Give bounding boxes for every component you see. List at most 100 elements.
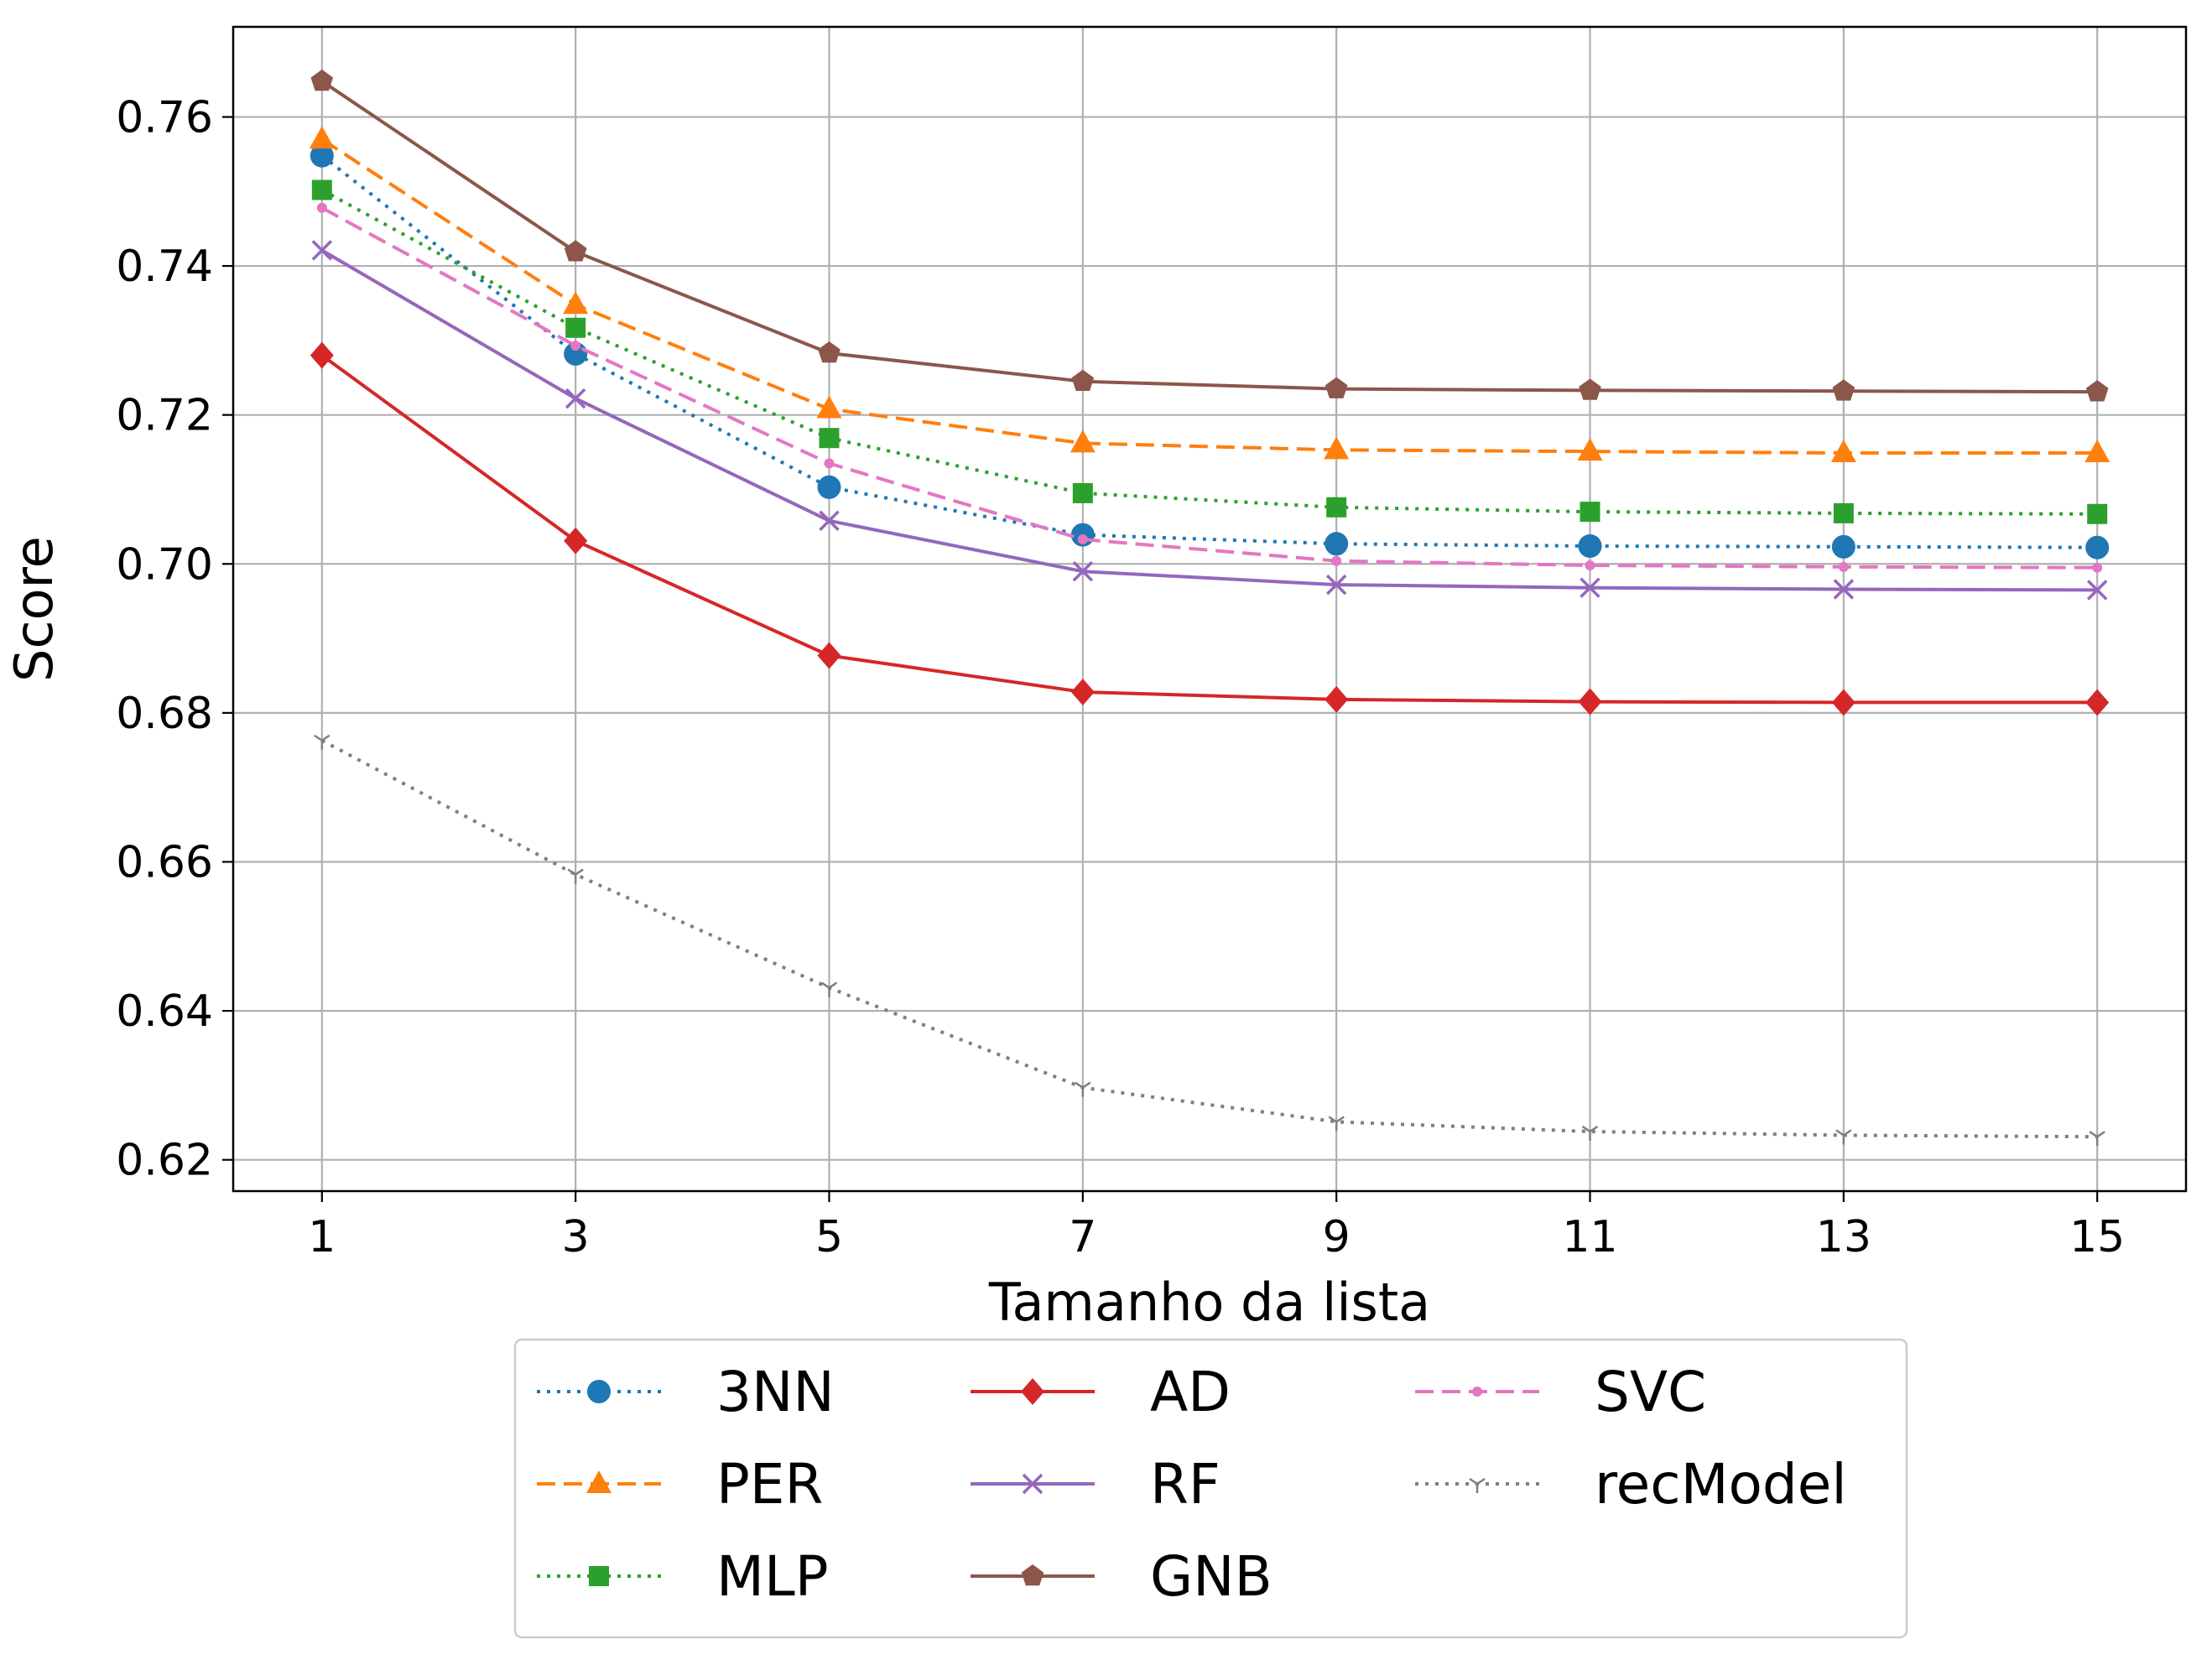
x-tick-label: 7 — [1069, 1212, 1096, 1262]
data-point-marker — [314, 734, 330, 750]
legend-label: RF — [1150, 1452, 1221, 1517]
y-tick-label: 0.76 — [116, 92, 213, 143]
series-line — [320, 80, 2098, 394]
legend-item-mlp: MLP — [537, 1544, 829, 1609]
data-point-marker — [1580, 502, 1600, 523]
legend-item-svc: SVC — [1415, 1360, 1706, 1424]
y-tick-label: 0.70 — [116, 539, 213, 590]
series-rf — [311, 240, 2108, 601]
data-point-marker — [819, 510, 840, 532]
series-line — [320, 738, 2098, 1139]
data-point-marker — [570, 341, 581, 351]
series-line — [320, 248, 2098, 592]
data-point-marker — [1830, 439, 1856, 462]
legend-label: MLP — [716, 1544, 829, 1609]
legend-item-3nn: 3NN — [537, 1360, 835, 1424]
data-point-marker — [567, 868, 584, 884]
data-point-marker — [309, 126, 335, 149]
legend-marker — [1021, 1378, 1044, 1405]
data-point-marker — [2086, 580, 2108, 601]
legend-label: recModel — [1595, 1452, 1847, 1517]
data-point-marker — [1331, 555, 1342, 566]
data-point-marker — [1328, 1116, 1345, 1132]
data-point-marker — [1075, 1081, 1091, 1097]
data-point-marker — [2084, 439, 2111, 462]
data-point-marker — [1831, 689, 1855, 716]
data-point-marker — [1325, 574, 1347, 596]
x-tick-label: 3 — [562, 1212, 590, 1262]
data-point-marker — [564, 527, 588, 554]
legend-label: PER — [716, 1452, 823, 1517]
legend-marker — [1469, 1477, 1486, 1493]
legend-marker — [1472, 1387, 1482, 1397]
plot-area-frame — [232, 25, 2188, 1193]
data-point-marker — [1578, 533, 1602, 558]
data-point-marker — [1579, 378, 1601, 400]
data-point-marker — [817, 475, 841, 499]
data-point-marker — [1838, 561, 1849, 572]
data-point-marker — [819, 428, 840, 449]
data-point-marker — [1833, 579, 1855, 600]
x-tick-label: 9 — [1323, 1212, 1351, 1262]
data-point-marker — [1325, 377, 1348, 398]
data-point-marker — [1072, 482, 1093, 503]
legend-item-recmodel: recModel — [1415, 1452, 1847, 1517]
data-point-marker — [1835, 1129, 1852, 1145]
series-line — [320, 188, 2098, 516]
legend-item-gnb: GNB — [971, 1544, 1273, 1609]
data-point-marker — [1072, 560, 1094, 582]
legend-marker — [1022, 1473, 1044, 1495]
legend-marker — [1021, 1564, 1044, 1586]
data-point-marker — [2085, 380, 2109, 402]
data-point-marker — [310, 341, 334, 369]
y-axis-title: Score — [3, 536, 65, 682]
data-point-marker — [565, 388, 586, 409]
x-tick-label: 13 — [1816, 1212, 1871, 1262]
legend-item-ad: AD — [971, 1360, 1231, 1424]
series-svc — [316, 202, 2103, 573]
y-tick-label: 0.68 — [116, 689, 213, 739]
legend-marker — [589, 1566, 609, 1586]
legend: 3NN PER MLP AD RF GNB SVC recModel — [513, 1338, 1908, 1639]
y-tick-label: 0.64 — [116, 986, 213, 1037]
x-tick-label: 5 — [815, 1212, 843, 1262]
data-point-marker — [1070, 679, 1095, 706]
data-point-marker — [1585, 560, 1595, 571]
legend-label: GNB — [1150, 1544, 1273, 1609]
grid — [233, 27, 2186, 1191]
x-axis-title: Tamanho da lista — [988, 1272, 1430, 1333]
legend-label: SVC — [1595, 1360, 1706, 1424]
legend-item-per: PER — [537, 1452, 823, 1517]
series-recmodel — [314, 734, 2105, 1147]
y-tick-label: 0.66 — [116, 837, 213, 887]
series-per — [309, 126, 2111, 462]
data-point-marker — [1581, 1125, 1599, 1141]
data-point-marker — [817, 642, 841, 669]
legend-label: 3NN — [716, 1360, 835, 1424]
data-point-marker — [564, 240, 587, 262]
series-lines — [309, 69, 2111, 1147]
data-point-marker — [818, 341, 841, 363]
data-point-marker — [1833, 502, 1854, 523]
data-point-marker — [2087, 503, 2108, 524]
data-point-marker — [311, 180, 332, 200]
y-tick-label: 0.72 — [116, 391, 213, 441]
legend-marker — [586, 1470, 612, 1493]
x-tick-label: 1 — [308, 1212, 336, 1262]
data-point-marker — [2089, 1131, 2105, 1147]
data-point-marker — [1077, 533, 1088, 544]
data-point-marker — [563, 291, 589, 315]
series-3nn — [310, 143, 2110, 559]
data-point-marker — [1580, 577, 1600, 598]
data-point-marker — [1325, 685, 1349, 713]
legend-item-rf: RF — [971, 1452, 1221, 1517]
data-point-marker — [2085, 689, 2110, 716]
legend-marker — [587, 1380, 611, 1403]
data-point-marker — [311, 240, 333, 261]
data-point-marker — [824, 458, 835, 469]
data-point-marker — [820, 981, 838, 997]
data-point-marker — [1325, 532, 1349, 556]
series-line — [320, 353, 2098, 705]
series-ad — [310, 341, 2110, 716]
